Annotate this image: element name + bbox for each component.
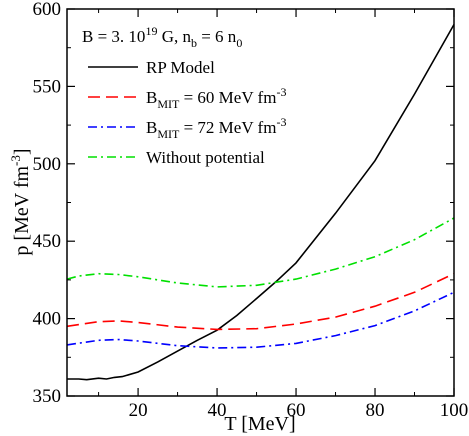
y-tick-label: 450 bbox=[33, 231, 62, 252]
x-axis-title: T [MeV] bbox=[224, 413, 295, 435]
legend-text-superscript: -3 bbox=[276, 115, 286, 129]
y-axis-title-main: p [MeV fm bbox=[11, 166, 33, 256]
series-line-1 bbox=[66, 272, 455, 331]
legend-label-0: RP Model bbox=[146, 58, 215, 77]
legend-label-1: BMIT = 60 MeV fm-3 bbox=[146, 85, 286, 111]
legend-text-subscript: MIT bbox=[157, 127, 180, 141]
y-tick-label: 600 bbox=[33, 0, 62, 20]
y-axis-title-close: ] bbox=[11, 148, 33, 155]
y-axis-title-superscript: -3 bbox=[8, 155, 23, 166]
x-tick-label: 60 bbox=[287, 400, 306, 421]
legend-text-superscript: -3 bbox=[276, 85, 286, 99]
legend-text-main: Without potential bbox=[146, 148, 265, 167]
legend-label-2: BMIT = 72 MeV fm-3 bbox=[146, 115, 286, 141]
x-tick-label: 20 bbox=[129, 400, 148, 421]
legend-text-rest: = 60 MeV fm bbox=[179, 88, 276, 107]
y-tick-label: 350 bbox=[33, 386, 62, 407]
legend-label-3: Without potential bbox=[146, 148, 265, 167]
annotation-n0-subscript: 0 bbox=[236, 36, 242, 50]
annotation-b-prefix: B = 3. 10 bbox=[82, 27, 145, 46]
series-lines bbox=[66, 24, 455, 381]
annotation-nb-subscript: b bbox=[191, 36, 197, 50]
legend-text-rest: = 72 MeV fm bbox=[179, 118, 276, 137]
legend-text-subscript: MIT bbox=[157, 97, 180, 111]
series-line-0 bbox=[67, 24, 455, 381]
axis-ticks: 20 40 60 80 100 350 400 450 500 550 600 bbox=[33, 0, 469, 421]
legend-text-main: B bbox=[146, 88, 157, 107]
annotation-b-exponent: 19 bbox=[145, 24, 157, 38]
legend-text-main: RP Model bbox=[146, 58, 215, 77]
x-tick-label: 80 bbox=[366, 400, 385, 421]
field-annotation: B = 3. 1019 G, nb = 6 n0 bbox=[82, 24, 242, 50]
series-line-3 bbox=[66, 217, 455, 288]
y-tick-label: 500 bbox=[33, 154, 62, 175]
y-tick-label: 400 bbox=[33, 309, 62, 330]
y-axis-title: p [MeV fm-3] bbox=[8, 148, 33, 255]
legend-text-main: B bbox=[146, 118, 157, 137]
x-tick-label: 40 bbox=[208, 400, 227, 421]
x-tick-label: 100 bbox=[440, 400, 469, 421]
series-line-2 bbox=[66, 291, 455, 349]
annotation-b-unit: G, n bbox=[157, 27, 191, 46]
y-tick-label: 550 bbox=[33, 76, 62, 97]
annotation-nb-equals: = 6 n bbox=[197, 27, 237, 46]
